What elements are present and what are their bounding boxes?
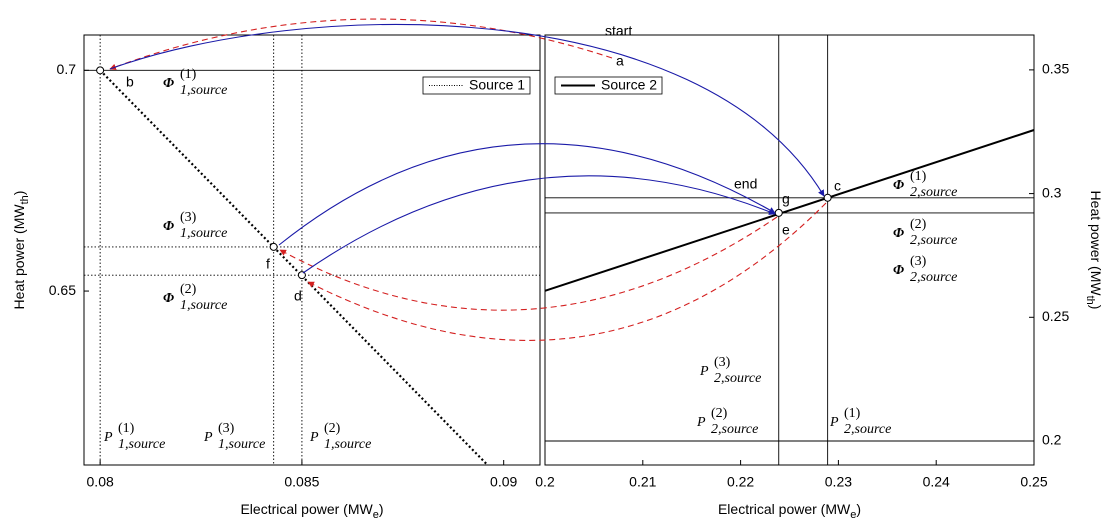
math-sup: (1) xyxy=(910,169,927,184)
y-tick-label: 0.35 xyxy=(1042,61,1069,77)
legend-label: Source 1 xyxy=(469,77,525,93)
math-symbol: P xyxy=(699,364,709,379)
flow-label: end xyxy=(734,176,757,192)
math-symbol: P xyxy=(103,430,113,445)
operating-point xyxy=(823,193,832,202)
y-tick-label: 0.2 xyxy=(1042,432,1062,448)
math-sup: (2) xyxy=(180,282,197,297)
point-label: d xyxy=(294,288,302,304)
label-text: ) xyxy=(379,501,384,517)
math-symbol: Φ xyxy=(893,178,904,193)
label-text: ) xyxy=(856,501,861,517)
label-sub: th xyxy=(1084,296,1096,305)
y-tick-label: 0.3 xyxy=(1042,184,1062,200)
math-sup: (3) xyxy=(910,254,927,269)
label-text: Heat power (MW xyxy=(11,204,27,310)
operating-point xyxy=(269,242,278,251)
math-sub: 1,source xyxy=(324,437,371,452)
label-text: ) xyxy=(1088,305,1104,310)
math-symbol: Φ xyxy=(163,76,174,91)
math-symbol: P xyxy=(696,415,706,430)
x-axis-label: Electrical power (MWe) xyxy=(718,501,861,521)
label-text: Electrical power (MW xyxy=(240,501,373,517)
x-tick-label: 0.085 xyxy=(284,474,319,490)
y-tick-label: 0.65 xyxy=(49,282,76,298)
label-sub: e xyxy=(850,509,856,521)
math-sub: 1,source xyxy=(180,226,227,241)
label-text: ) xyxy=(11,191,27,196)
plot-frame xyxy=(544,34,1035,466)
y-axis-label: Heat power (MWth) xyxy=(11,191,31,310)
arrow xyxy=(109,18,613,71)
math-sub: 2,source xyxy=(714,371,761,386)
label-sub: th xyxy=(19,195,31,204)
y-tick-label: 0.7 xyxy=(57,61,77,77)
math-symbol: P xyxy=(309,430,319,445)
x-tick-label: 0.09 xyxy=(490,474,517,490)
x-tick-label: 0.22 xyxy=(727,474,754,490)
math-symbol: P xyxy=(203,430,213,445)
flow-arrows xyxy=(109,18,827,341)
label-sub: e xyxy=(373,509,379,521)
point-label: g xyxy=(782,191,790,207)
legend-box xyxy=(422,76,531,95)
x-tick-label: 0.21 xyxy=(629,474,656,490)
series-line xyxy=(544,129,1035,292)
flow-label: a xyxy=(616,53,624,69)
math-sup: (1) xyxy=(118,421,135,436)
label-text: Heat power (MW xyxy=(1088,191,1104,297)
math-symbol: Φ xyxy=(893,263,904,278)
legend-label: Source 2 xyxy=(601,77,657,93)
flow-label: e xyxy=(782,222,790,238)
math-sup: (1) xyxy=(844,406,861,421)
y-axis-label: Heat power (MWth) xyxy=(1084,191,1104,310)
point-label: f xyxy=(266,256,270,272)
math-sup: (2) xyxy=(711,406,728,421)
label-text: Electrical power (MW xyxy=(718,501,851,517)
math-sup: (1) xyxy=(180,67,197,82)
math-sub: 2,source xyxy=(910,233,957,248)
math-sup: (2) xyxy=(324,421,341,436)
math-sub: 1,source xyxy=(180,298,227,313)
math-symbol: Φ xyxy=(893,226,904,241)
arrow xyxy=(279,216,778,311)
math-sub: 2,source xyxy=(910,270,957,285)
math-sub: 1,source xyxy=(180,83,227,98)
arrow xyxy=(307,202,827,341)
x-tick-label: 0.23 xyxy=(825,474,852,490)
legend-box xyxy=(554,76,663,95)
x-tick-label: 0.08 xyxy=(87,474,114,490)
y-tick-label: 0.25 xyxy=(1042,308,1069,324)
arrow xyxy=(278,143,776,246)
arrow xyxy=(302,175,776,274)
math-sup: (3) xyxy=(714,355,731,370)
math-sub: 2,source xyxy=(844,422,891,437)
series-line xyxy=(99,69,489,466)
flow-label: start xyxy=(605,23,632,39)
x-axis-label: Electrical power (MWe) xyxy=(240,501,383,521)
point-label: c xyxy=(834,178,841,194)
math-sup: (3) xyxy=(180,210,197,225)
arrow xyxy=(109,24,825,197)
operating-point xyxy=(774,208,783,217)
math-sup: (3) xyxy=(218,421,235,436)
math-sub: 2,source xyxy=(711,422,758,437)
math-sub: 1,source xyxy=(118,437,165,452)
x-tick-label: 0.2 xyxy=(535,474,555,490)
operating-point xyxy=(96,66,105,75)
math-symbol: Φ xyxy=(163,291,174,306)
operating-point xyxy=(297,271,306,280)
x-tick-label: 0.24 xyxy=(923,474,950,490)
x-tick-label: 0.25 xyxy=(1020,474,1047,490)
math-symbol: Φ xyxy=(163,219,174,234)
point-label: b xyxy=(126,74,134,90)
math-symbol: P xyxy=(829,415,839,430)
math-sup: (2) xyxy=(910,217,927,232)
math-sub: 2,source xyxy=(910,185,957,200)
math-sub: 1,source xyxy=(218,437,265,452)
plot-frame xyxy=(83,34,541,466)
